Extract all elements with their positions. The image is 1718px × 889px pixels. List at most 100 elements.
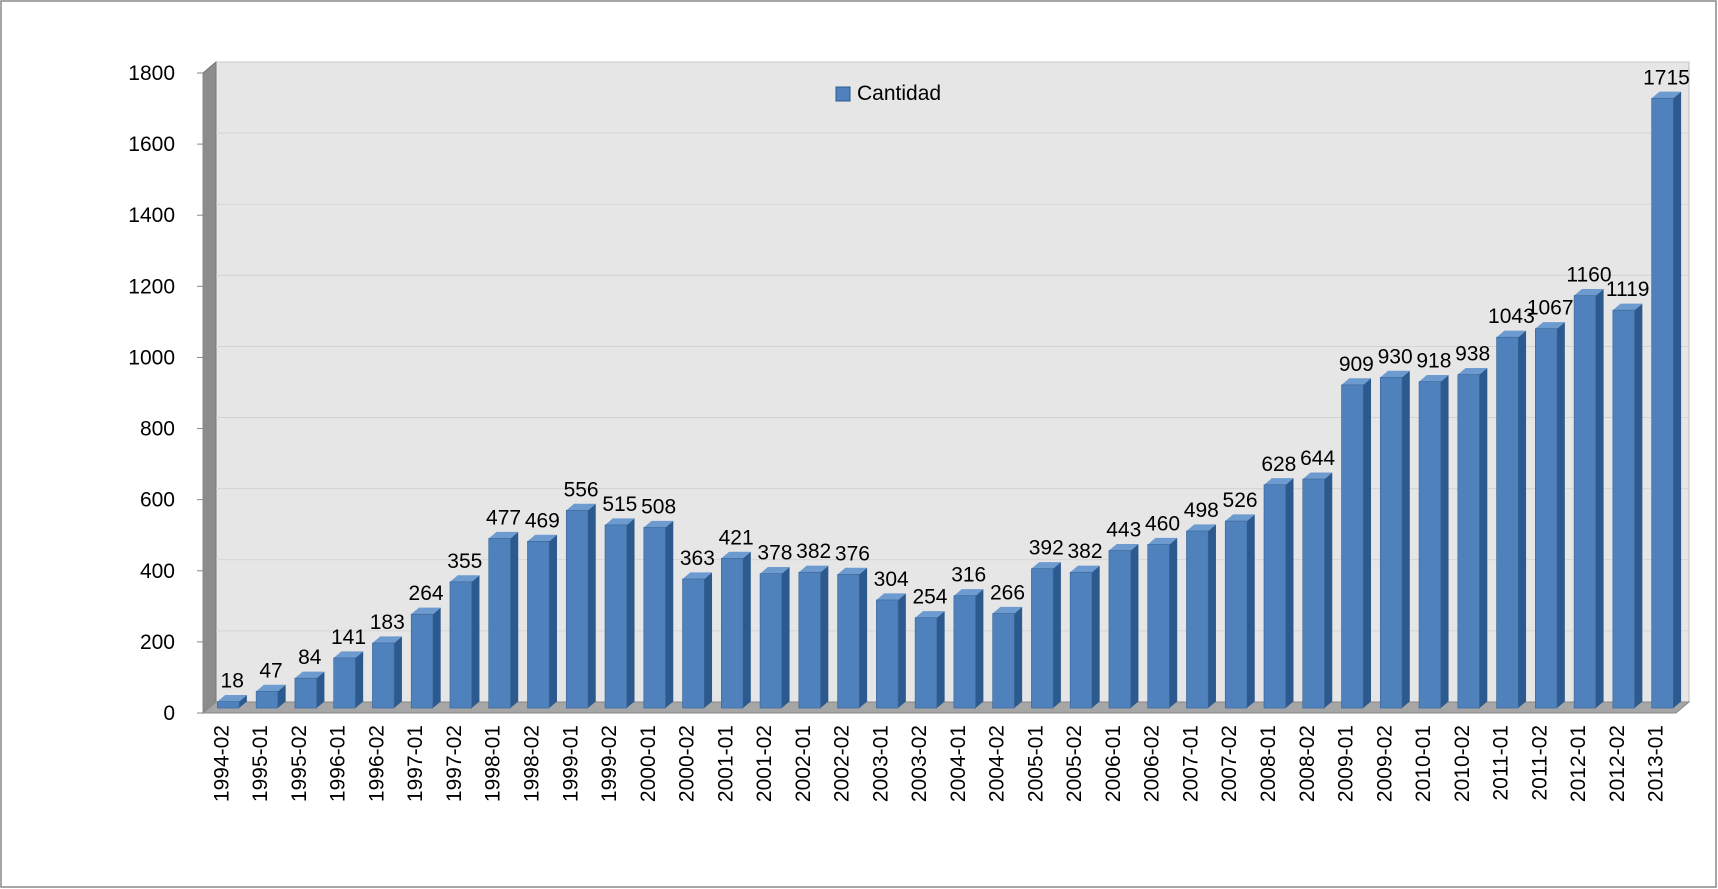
- legend-label: Cantidad: [857, 82, 941, 105]
- x-tick-label: 2002-01: [792, 725, 815, 802]
- bar-top: [915, 611, 945, 618]
- y-tick-label: 400: [140, 560, 175, 583]
- bar: [255, 691, 279, 709]
- bar-group: [1457, 367, 1488, 709]
- bar-side: [898, 593, 906, 709]
- bar: [372, 642, 395, 709]
- bar: [488, 538, 511, 709]
- bar-group: [1573, 289, 1604, 709]
- bar-top: [333, 651, 364, 658]
- data-label: 477: [486, 506, 521, 529]
- data-label: 304: [874, 568, 909, 591]
- data-label: 18: [221, 670, 244, 693]
- x-tick-label: 1998-01: [482, 725, 505, 802]
- bar-group: [255, 684, 286, 709]
- bar-top: [1341, 378, 1372, 385]
- x-tick-label: 1999-02: [598, 725, 621, 802]
- bar-group: [682, 572, 713, 709]
- x-tick-label: 2011-01: [1490, 725, 1513, 801]
- bar: [604, 524, 628, 709]
- bar-group: [992, 606, 1023, 709]
- bar-side: [355, 651, 364, 709]
- y-tick-label: 1600: [128, 133, 175, 156]
- bar-top: [1419, 375, 1449, 382]
- bar-side: [316, 671, 325, 709]
- bar: [333, 657, 356, 709]
- bar-group: [217, 695, 247, 709]
- bar-top: [1225, 514, 1255, 522]
- data-label: 508: [641, 495, 676, 518]
- bar-side: [1246, 514, 1255, 709]
- bar: [527, 540, 550, 709]
- bar: [992, 613, 1015, 709]
- data-label: 469: [525, 509, 560, 532]
- bar-group: [876, 593, 906, 709]
- bar-side: [820, 565, 829, 709]
- bar-group: [449, 575, 480, 709]
- bar-top: [953, 589, 984, 596]
- bar-side: [394, 636, 402, 709]
- bar-top: [643, 520, 674, 528]
- data-label: 1043: [1488, 305, 1535, 328]
- bar-side: [1324, 472, 1333, 709]
- y-tick-label: 1800: [128, 62, 175, 85]
- data-label: 264: [409, 582, 444, 605]
- bar-top: [488, 531, 519, 539]
- bar-side: [1169, 537, 1178, 709]
- bar-side: [1634, 303, 1643, 709]
- data-label: 443: [1106, 519, 1141, 542]
- bar-group: [527, 534, 557, 709]
- bar-top: [1496, 330, 1527, 338]
- x-tick-label: 2001-01: [714, 725, 737, 802]
- x-tick-label: 1996-01: [327, 725, 350, 802]
- bar-top: [1535, 322, 1565, 329]
- x-tick-label: 2007-01: [1179, 725, 1202, 802]
- bar-top: [1031, 562, 1061, 569]
- bar: [798, 571, 821, 709]
- bar-group: [1341, 378, 1372, 709]
- x-tick-label: 1994-02: [210, 725, 233, 802]
- x-tick-label: 1997-02: [443, 725, 466, 802]
- data-label: 644: [1300, 447, 1335, 470]
- x-tick-label: 2007-02: [1218, 725, 1241, 802]
- x-tick-label: 2012-01: [1567, 725, 1590, 802]
- x-tick-label: 2005-02: [1063, 725, 1086, 802]
- bar-top: [256, 684, 286, 692]
- data-label: 515: [602, 493, 637, 516]
- bar: [410, 613, 434, 709]
- bar: [1379, 377, 1403, 709]
- x-tick-label: 2011-02: [1528, 725, 1551, 801]
- bar-group: [333, 651, 364, 709]
- x-tick-label: 1995-01: [249, 725, 272, 802]
- bar-group: [1069, 565, 1100, 709]
- data-label: 909: [1339, 353, 1374, 376]
- bar-group: [372, 636, 402, 709]
- bar: [876, 599, 899, 709]
- bar-side: [277, 684, 286, 709]
- x-tick-label: 1995-02: [288, 725, 311, 802]
- data-label: 266: [990, 581, 1025, 604]
- bar-side: [1091, 565, 1100, 709]
- data-label: 183: [370, 611, 405, 634]
- bar-group: [1379, 370, 1410, 709]
- data-label: 526: [1223, 489, 1258, 512]
- bar: [449, 581, 472, 709]
- bar-top: [1574, 289, 1604, 296]
- bar-group: [953, 589, 984, 709]
- bar-top: [837, 567, 868, 575]
- bar-side: [1440, 375, 1449, 709]
- bar-group: [1612, 303, 1643, 709]
- x-tick-label: 2009-02: [1373, 725, 1396, 802]
- bar-side: [743, 551, 751, 709]
- bar: [217, 701, 240, 709]
- bar-top: [1070, 565, 1100, 573]
- bar: [682, 578, 705, 709]
- bar-top: [721, 551, 751, 559]
- bar-group: [565, 503, 596, 709]
- side-wall: [202, 60, 217, 715]
- bar-top: [1108, 543, 1139, 551]
- bar-top: [1302, 472, 1333, 480]
- x-tick-label: 2000-02: [676, 725, 699, 802]
- bar-side: [1518, 330, 1527, 709]
